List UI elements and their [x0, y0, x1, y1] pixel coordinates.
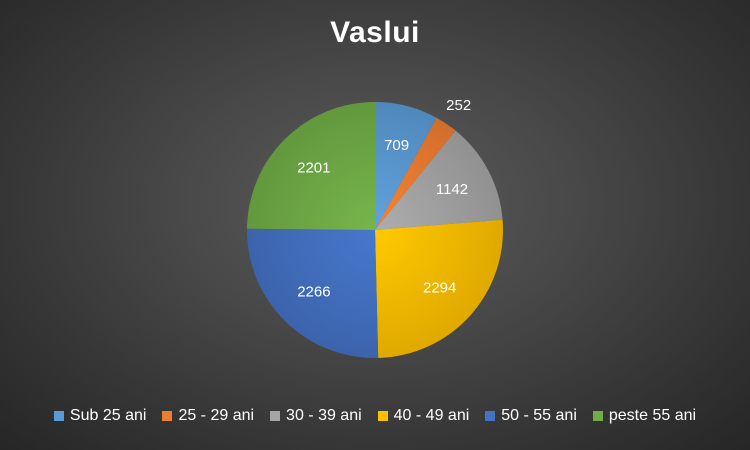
legend-swatch — [162, 411, 173, 421]
legend-item: peste 55 ani — [592, 407, 697, 425]
legend-label: peste 55 ani — [608, 407, 697, 424]
legend-label: 50 - 55 ani — [501, 407, 577, 424]
legend-swatch — [485, 411, 496, 421]
data-label-3: 1142 — [436, 181, 468, 198]
legend-label: Sub 25 ani — [69, 407, 147, 424]
chart-title: Vaslui — [330, 16, 420, 49]
legend-label: 30 - 39 ani — [286, 407, 362, 424]
pie-slice-3 — [375, 130, 503, 230]
data-label-5: 2266 — [297, 284, 330, 301]
data-label-2: 252 — [446, 97, 471, 114]
pie-slice-1 — [375, 102, 437, 230]
legend-item: Sub 25 ani — [53, 407, 147, 425]
legend-swatch — [592, 411, 603, 421]
legend-label: 40 - 49 ani — [393, 407, 470, 424]
legend-swatch — [377, 411, 388, 421]
data-label-1: 709 — [384, 137, 409, 154]
pie-slice-4 — [375, 219, 504, 358]
legend-item: 25 - 29 ani — [162, 407, 254, 425]
legend-swatch — [270, 411, 281, 421]
legend: Sub 25 ani 25 - 29 ani 30 - 39 ani 40 - 49 … — [0, 407, 750, 425]
pie-slice-6 — [247, 102, 375, 230]
legend-item: 50 - 55 ani — [485, 407, 577, 425]
legend-label: 25 - 29 ani — [178, 407, 255, 424]
data-label-6: 2201 — [297, 160, 330, 177]
pie-slice-2 — [375, 117, 456, 230]
data-label-4: 2294 — [423, 280, 456, 297]
pie-slice-5 — [247, 228, 379, 358]
legend-swatch — [53, 411, 64, 421]
legend-item: 40 - 49 ani — [377, 407, 470, 425]
legend-item: 30 - 39 ani — [270, 407, 362, 425]
